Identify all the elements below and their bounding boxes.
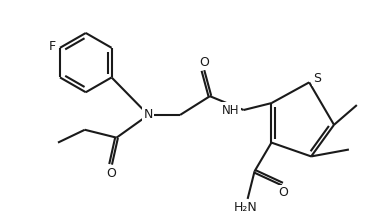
Text: O: O bbox=[106, 167, 117, 180]
Text: H₂N: H₂N bbox=[234, 201, 257, 214]
Text: F: F bbox=[48, 40, 56, 53]
Text: O: O bbox=[199, 56, 209, 69]
Text: N: N bbox=[144, 109, 153, 121]
Text: NH: NH bbox=[222, 103, 239, 117]
Text: S: S bbox=[313, 72, 321, 85]
Text: O: O bbox=[278, 186, 288, 199]
